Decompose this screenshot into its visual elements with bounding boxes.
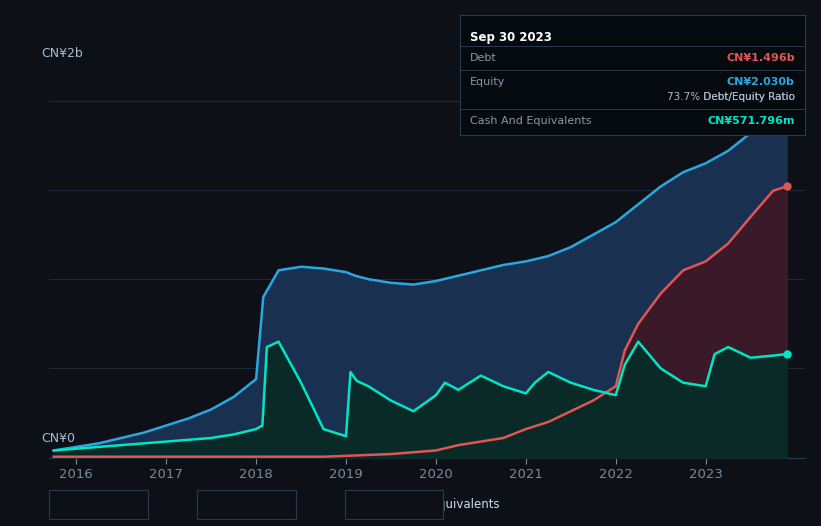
Text: CN¥0: CN¥0: [42, 432, 76, 446]
Text: CN¥2b: CN¥2b: [42, 47, 84, 60]
Text: CN¥571.796m: CN¥571.796m: [707, 116, 795, 126]
Text: Sep 30 2023: Sep 30 2023: [470, 31, 553, 44]
Text: CN¥1.496b: CN¥1.496b: [726, 53, 795, 63]
Text: Equity: Equity: [470, 77, 506, 87]
Text: Debt/Equity Ratio: Debt/Equity Ratio: [699, 92, 795, 102]
Text: ●: ●: [59, 500, 69, 510]
Text: ●: ●: [355, 500, 365, 510]
Text: Debt: Debt: [76, 499, 104, 511]
Text: 73.7% Debt/Equity Ratio: 73.7% Debt/Equity Ratio: [667, 92, 795, 102]
Text: Debt: Debt: [470, 53, 497, 63]
Text: ●: ●: [207, 500, 217, 510]
Text: Equity: Equity: [223, 499, 261, 511]
Text: CN¥2.030b: CN¥2.030b: [727, 77, 795, 87]
Text: Cash And Equivalents: Cash And Equivalents: [371, 499, 500, 511]
Text: Cash And Equivalents: Cash And Equivalents: [470, 116, 592, 126]
